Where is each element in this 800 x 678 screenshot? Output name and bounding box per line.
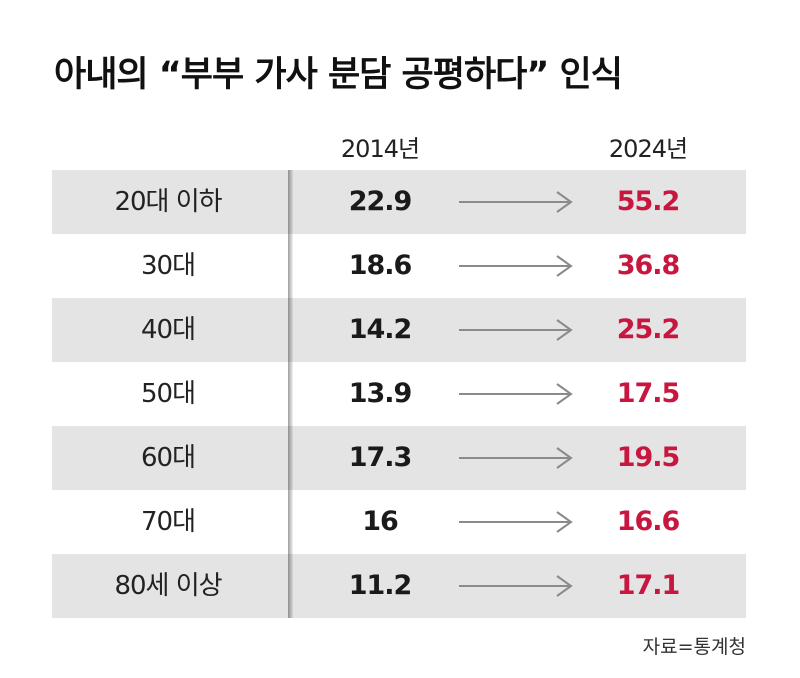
right-arrow-icon bbox=[459, 447, 573, 469]
value-2024: 16.6 bbox=[616, 506, 681, 537]
column-header-2024: 2024년 bbox=[608, 135, 688, 163]
value-2014: 14.2 bbox=[348, 314, 413, 345]
age-group-label: 30대 bbox=[140, 251, 196, 281]
age-group-label: 60대 bbox=[140, 443, 196, 473]
table-row: 50대 13.9 17.5 bbox=[52, 362, 746, 426]
value-2014: 16 bbox=[362, 506, 399, 537]
value-2024: 19.5 bbox=[616, 442, 681, 473]
right-arrow-icon bbox=[459, 511, 573, 533]
age-group-label: 70대 bbox=[140, 507, 196, 537]
right-arrow-icon bbox=[459, 383, 573, 405]
age-group-label: 50대 bbox=[140, 379, 196, 409]
age-group-label: 80세 이상 bbox=[114, 571, 222, 601]
table-row: 20대 이하 22.9 55.2 bbox=[52, 170, 746, 234]
age-group-label: 40대 bbox=[140, 315, 196, 345]
table-row: 40대 14.2 25.2 bbox=[52, 298, 746, 362]
value-2014: 13.9 bbox=[348, 378, 413, 409]
right-arrow-icon bbox=[459, 319, 573, 341]
value-2024: 55.2 bbox=[616, 186, 681, 217]
value-2014: 22.9 bbox=[348, 186, 413, 217]
column-header-2014: 2014년 bbox=[340, 135, 420, 163]
table-row: 80세 이상 11.2 17.1 bbox=[52, 554, 746, 618]
age-group-label: 20대 이하 bbox=[114, 187, 222, 217]
right-arrow-icon bbox=[459, 255, 573, 277]
chart-title: 아내의 “부부 가사 분담 공평하다” 인식 bbox=[54, 55, 623, 95]
comparison-table: 20대 이하 22.9 55.2 30대 18.6 36.8 40대 14.2 25.2 50대 1… bbox=[52, 170, 746, 618]
table-row: 70대 16 16.6 bbox=[52, 490, 746, 554]
value-2024: 36.8 bbox=[616, 250, 681, 281]
right-arrow-icon bbox=[459, 191, 573, 213]
value-2024: 17.1 bbox=[616, 570, 681, 601]
value-2014: 11.2 bbox=[348, 570, 413, 601]
table-row: 60대 17.3 19.5 bbox=[52, 426, 746, 490]
value-2024: 25.2 bbox=[616, 314, 681, 345]
table-row: 30대 18.6 36.8 bbox=[52, 234, 746, 298]
column-divider bbox=[288, 170, 293, 618]
right-arrow-icon bbox=[459, 575, 573, 597]
value-2024: 17.5 bbox=[616, 378, 681, 409]
value-2014: 17.3 bbox=[348, 442, 413, 473]
value-2014: 18.6 bbox=[348, 250, 413, 281]
source-note: 자료=통계청 bbox=[642, 636, 746, 658]
